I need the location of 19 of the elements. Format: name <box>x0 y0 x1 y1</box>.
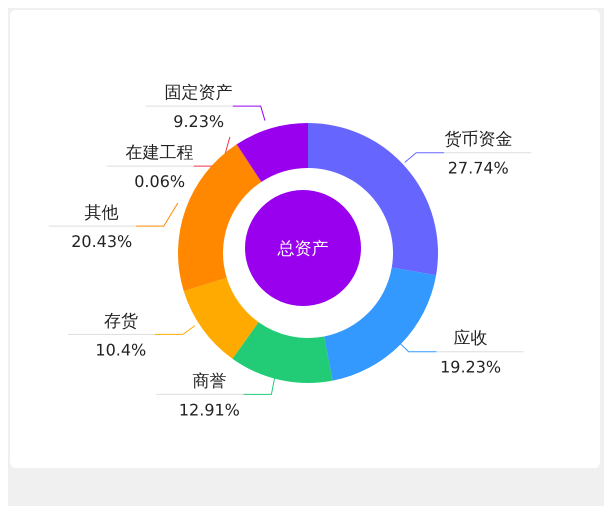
donut-slice <box>184 278 259 359</box>
donut-slice <box>324 268 436 381</box>
slice-label: 商誉 <box>192 371 226 392</box>
data-label: 19.23% <box>440 358 502 377</box>
donut-slice <box>236 144 262 182</box>
slice-label: 应收 <box>454 328 488 349</box>
data-label: 27.74% <box>448 158 509 178</box>
slice-label: 其他 <box>84 203 119 224</box>
data-label: 12.91% <box>178 400 240 420</box>
text: 总资产 <box>276 239 328 259</box>
donut-slice <box>236 123 308 182</box>
data-label: 10.4% <box>95 340 146 360</box>
slice-label: 货币资金 <box>444 130 512 150</box>
data-label: 20.43% <box>71 232 132 252</box>
data-label: 9.23% <box>173 112 224 132</box>
data-label: 0.06% <box>134 172 186 192</box>
slice-label: 存货 <box>104 311 138 332</box>
slice-label: 在建工程 <box>126 143 194 164</box>
slice-label: 固定资产 <box>164 83 233 104</box>
